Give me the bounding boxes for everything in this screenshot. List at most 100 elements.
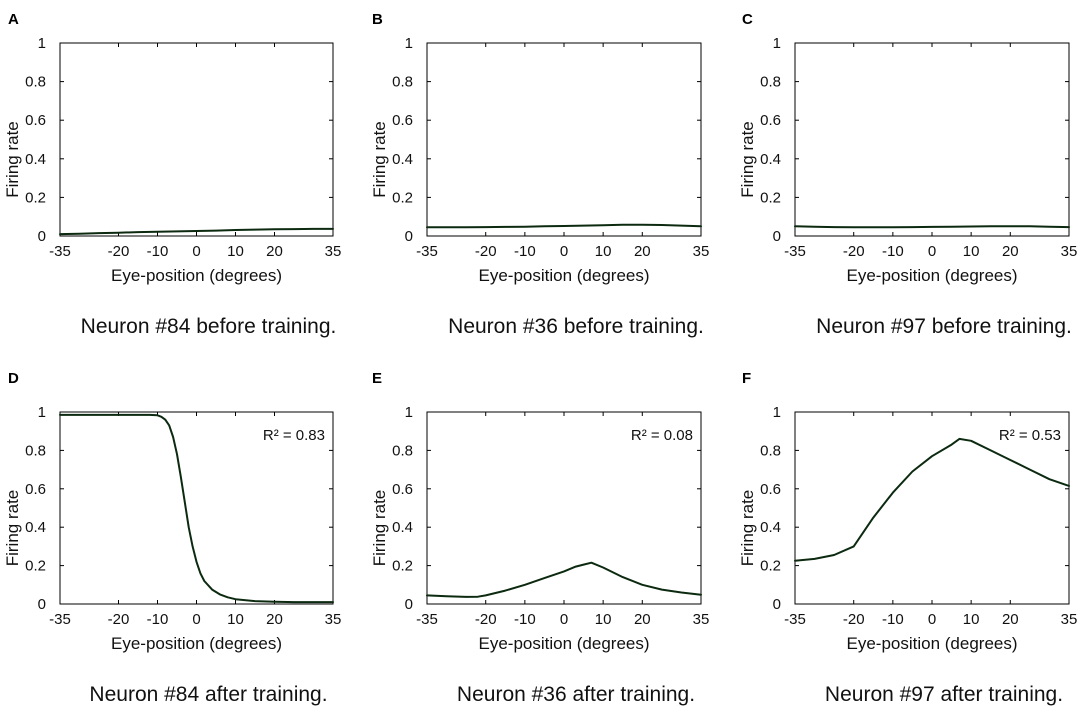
data-point — [1068, 226, 1070, 228]
data-point — [215, 230, 217, 232]
y-axis-label: Firing rate — [370, 121, 389, 198]
x-tick-label: -10 — [882, 243, 904, 260]
y-tick-label: 0.8 — [392, 74, 413, 91]
data-point — [931, 455, 933, 457]
data-point — [1048, 226, 1050, 228]
data-point — [293, 601, 295, 603]
data-point — [176, 230, 178, 232]
x-tick-label: -10 — [147, 611, 169, 628]
plot-frame — [59, 42, 334, 237]
y-tick-label: 1 — [773, 404, 781, 421]
data-point — [958, 438, 960, 440]
x-tick-label: 0 — [560, 243, 568, 260]
panel-letter: E — [372, 370, 382, 387]
x-tick-label: 20 — [634, 243, 651, 260]
x-tick-label: -35 — [49, 243, 71, 260]
y-tick-label: 0.6 — [760, 112, 781, 129]
x-tick-label: -20 — [475, 611, 497, 628]
data-point — [254, 229, 256, 231]
data-line — [794, 437, 1070, 562]
data-point — [446, 226, 448, 228]
data-line — [426, 561, 702, 598]
y-tick-label: 0 — [38, 228, 46, 245]
data-point — [313, 228, 315, 230]
y-axis-label: Firing rate — [738, 490, 757, 567]
data-point — [219, 593, 221, 595]
data-point — [872, 517, 874, 519]
x-tick-label: -35 — [784, 243, 806, 260]
data-point — [794, 560, 796, 562]
data-point — [1009, 459, 1011, 461]
data-point — [853, 545, 855, 547]
y-tick-label: 0.8 — [760, 74, 781, 91]
data-point — [137, 231, 139, 233]
data-point — [164, 419, 166, 421]
panel-f: F 0 0.2 0.4 0.6 0.8 1 -35 -20 -10 0 10 20 35 Eye-posit… — [738, 370, 1077, 706]
data-point — [313, 601, 315, 603]
y-axis-label: Firing rate — [3, 490, 22, 567]
y-tick-label: 0.6 — [25, 481, 46, 498]
r-squared-annotation: R² = 0.08 — [631, 427, 693, 444]
panel-letter: C — [742, 11, 753, 28]
x-tick-label: 35 — [693, 243, 710, 260]
data-point — [137, 414, 139, 416]
x-tick-label: 20 — [634, 611, 651, 628]
y-tick-label: 1 — [773, 35, 781, 52]
y-tick-label: 0.4 — [392, 519, 413, 536]
y-tick-label: 0 — [773, 228, 781, 245]
x-tick-label: 20 — [1002, 611, 1019, 628]
x-tick-label: 10 — [595, 243, 612, 260]
x-tick-label: -20 — [108, 611, 130, 628]
data-point — [543, 577, 545, 579]
data-line — [794, 225, 1070, 229]
panel-letter: A — [8, 11, 19, 28]
x-tick-label: -20 — [108, 243, 130, 260]
panel-caption: Neuron #36 before training. — [448, 315, 704, 338]
y-axis-label: Firing rate — [3, 121, 22, 198]
x-tick-label: -35 — [416, 611, 438, 628]
x-tick-label: -35 — [416, 243, 438, 260]
y-tick-label: 0.6 — [392, 481, 413, 498]
x-tick-label: 20 — [266, 611, 283, 628]
data-point — [485, 594, 487, 596]
data-point — [504, 590, 506, 592]
data-point — [446, 595, 448, 597]
x-tick-label: 35 — [325, 611, 342, 628]
data-point — [235, 598, 237, 600]
data-point — [583, 564, 585, 566]
panel-d: D 0 0.2 0.4 0.6 0.8 1 -35 -20 -10 0 10 20 35 Eye-posit… — [3, 370, 341, 706]
data-point — [477, 596, 479, 598]
x-tick-label: -35 — [49, 611, 71, 628]
panel-caption: Neuron #97 after training. — [825, 683, 1063, 706]
data-point — [794, 225, 796, 227]
data-point — [180, 476, 182, 478]
y-tick-label: 0 — [38, 596, 46, 613]
data-point — [911, 471, 913, 473]
data-point — [192, 545, 194, 547]
data-point — [184, 501, 186, 503]
data-point — [931, 226, 933, 228]
data-point — [911, 226, 913, 228]
data-point — [602, 224, 604, 226]
data-point — [227, 596, 229, 598]
data-point — [700, 594, 702, 596]
data-point — [485, 226, 487, 228]
data-point — [254, 600, 256, 602]
r-squared-annotation: R² = 0.53 — [999, 427, 1061, 444]
data-point — [157, 414, 159, 416]
y-tick-label: 0.4 — [392, 151, 413, 168]
data-point — [563, 225, 565, 227]
y-tick-label: 0.8 — [760, 442, 781, 459]
data-point — [160, 416, 162, 418]
data-line — [59, 413, 334, 604]
data-point — [1009, 225, 1011, 227]
data-line — [426, 223, 702, 229]
y-tick-label: 0.4 — [760, 519, 781, 536]
x-axis-label: Eye-position (degrees) — [846, 634, 1017, 653]
data-point — [641, 584, 643, 586]
data-point — [524, 584, 526, 586]
data-point — [168, 424, 170, 426]
y-tick-label: 0.4 — [760, 151, 781, 168]
x-tick-label: -35 — [784, 611, 806, 628]
x-tick-label: 10 — [227, 611, 244, 628]
